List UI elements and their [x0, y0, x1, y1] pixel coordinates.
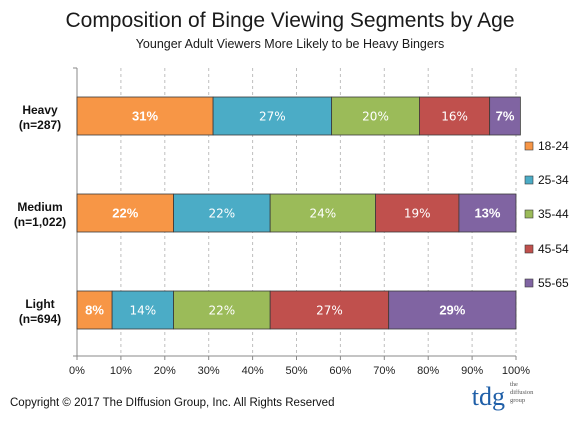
logo-line-3: group: [510, 397, 525, 404]
x-tick-label: 50%: [285, 365, 307, 377]
x-tick-label: 90%: [461, 365, 483, 377]
x-tick-label: 20%: [154, 365, 176, 377]
data-label: 31%: [132, 109, 158, 124]
logo-mark: tdg: [472, 382, 505, 411]
data-label: 8%: [85, 303, 104, 318]
x-tick-label: 30%: [198, 365, 220, 377]
x-tick-label: 40%: [242, 365, 264, 377]
data-label: 20%: [362, 110, 389, 124]
x-tick-labels: 0% 10% 20% 30% 40% 50% 60% 70% 80% 90% 100%: [69, 365, 530, 377]
legend-swatch-18-24: [524, 141, 534, 151]
bar-segment-35-44: [331, 96, 420, 136]
data-label: 27%: [316, 304, 343, 318]
legend: 18-24 25-34 35-44 45-54 55-65: [524, 139, 569, 290]
data-label: 14%: [130, 304, 157, 318]
bar-segment-18-24: [76, 193, 174, 233]
category-label-name: Medium: [17, 200, 62, 214]
data-label: 19%: [404, 207, 431, 221]
category-label-name: Heavy: [22, 103, 58, 117]
legend-swatch-35-44: [524, 209, 534, 219]
legend-label: 55-65: [538, 276, 569, 290]
category-label-n: (n=287): [19, 118, 61, 132]
bars: 31% 27% 20% 16% 7% 22% 22% 24% 19% 13% 8% 14% 22% 27%…: [76, 96, 521, 330]
x-tick-label: 60%: [329, 365, 351, 377]
data-label: 27%: [259, 110, 286, 124]
x-tick-label: 100%: [502, 365, 530, 377]
legend-label: 18-24: [538, 139, 569, 153]
legend-swatch-25-34: [524, 175, 534, 185]
copyright-text: Copyright © 2017 The DIffusion Group, In…: [10, 397, 334, 409]
category-label-n: (n=694): [19, 312, 61, 326]
legend-swatch-45-54: [524, 244, 534, 254]
data-label: 24%: [310, 207, 337, 221]
legend-swatch-55-65: [524, 278, 534, 288]
category-label-n: (n=1,022): [14, 215, 66, 229]
data-label: 29%: [439, 303, 465, 318]
category-label-name: Light: [25, 297, 54, 311]
bar-segment-25-34: [173, 193, 271, 233]
x-tick-label: 80%: [417, 365, 439, 377]
bar-segment-55-65: [388, 290, 517, 330]
x-tick-label: 0%: [69, 365, 85, 377]
legend-label: 45-54: [538, 242, 569, 256]
data-label: 22%: [209, 304, 236, 318]
x-tick-label: 10%: [110, 365, 132, 377]
bar-segment-35-44: [269, 193, 376, 233]
data-label: 16%: [441, 110, 468, 124]
data-label: 22%: [112, 206, 138, 221]
chart-title: Composition of Binge Viewing Segments by…: [65, 9, 514, 32]
x-tick-label: 70%: [373, 365, 395, 377]
legend-label: 25-34: [538, 173, 569, 187]
legend-label: 35-44: [538, 207, 569, 221]
logo-line-2: diffusion: [510, 389, 534, 396]
bar-segment-35-44: [173, 290, 271, 330]
bar-segment-18-24: [76, 96, 214, 136]
category-labels: Heavy(n=287) Medium(n=1,022) Light(n=694): [14, 103, 66, 326]
bar-segment-18-24: [76, 290, 113, 330]
bar-segment-55-65: [489, 96, 521, 136]
logo-line-1: the: [510, 381, 518, 388]
data-label: 13%: [474, 206, 500, 221]
bar-segment-55-65: [458, 193, 517, 233]
bar-segment-45-54: [269, 290, 390, 330]
bar-segment-25-34: [212, 96, 333, 136]
company-logo: tdg the diffusion group: [472, 381, 534, 411]
bar-segment-45-54: [419, 96, 491, 136]
data-label: 7%: [496, 109, 515, 124]
chart-subtitle: Younger Adult Viewers More Likely to be …: [136, 37, 445, 51]
data-label: 22%: [209, 207, 236, 221]
bar-segment-25-34: [111, 290, 174, 330]
